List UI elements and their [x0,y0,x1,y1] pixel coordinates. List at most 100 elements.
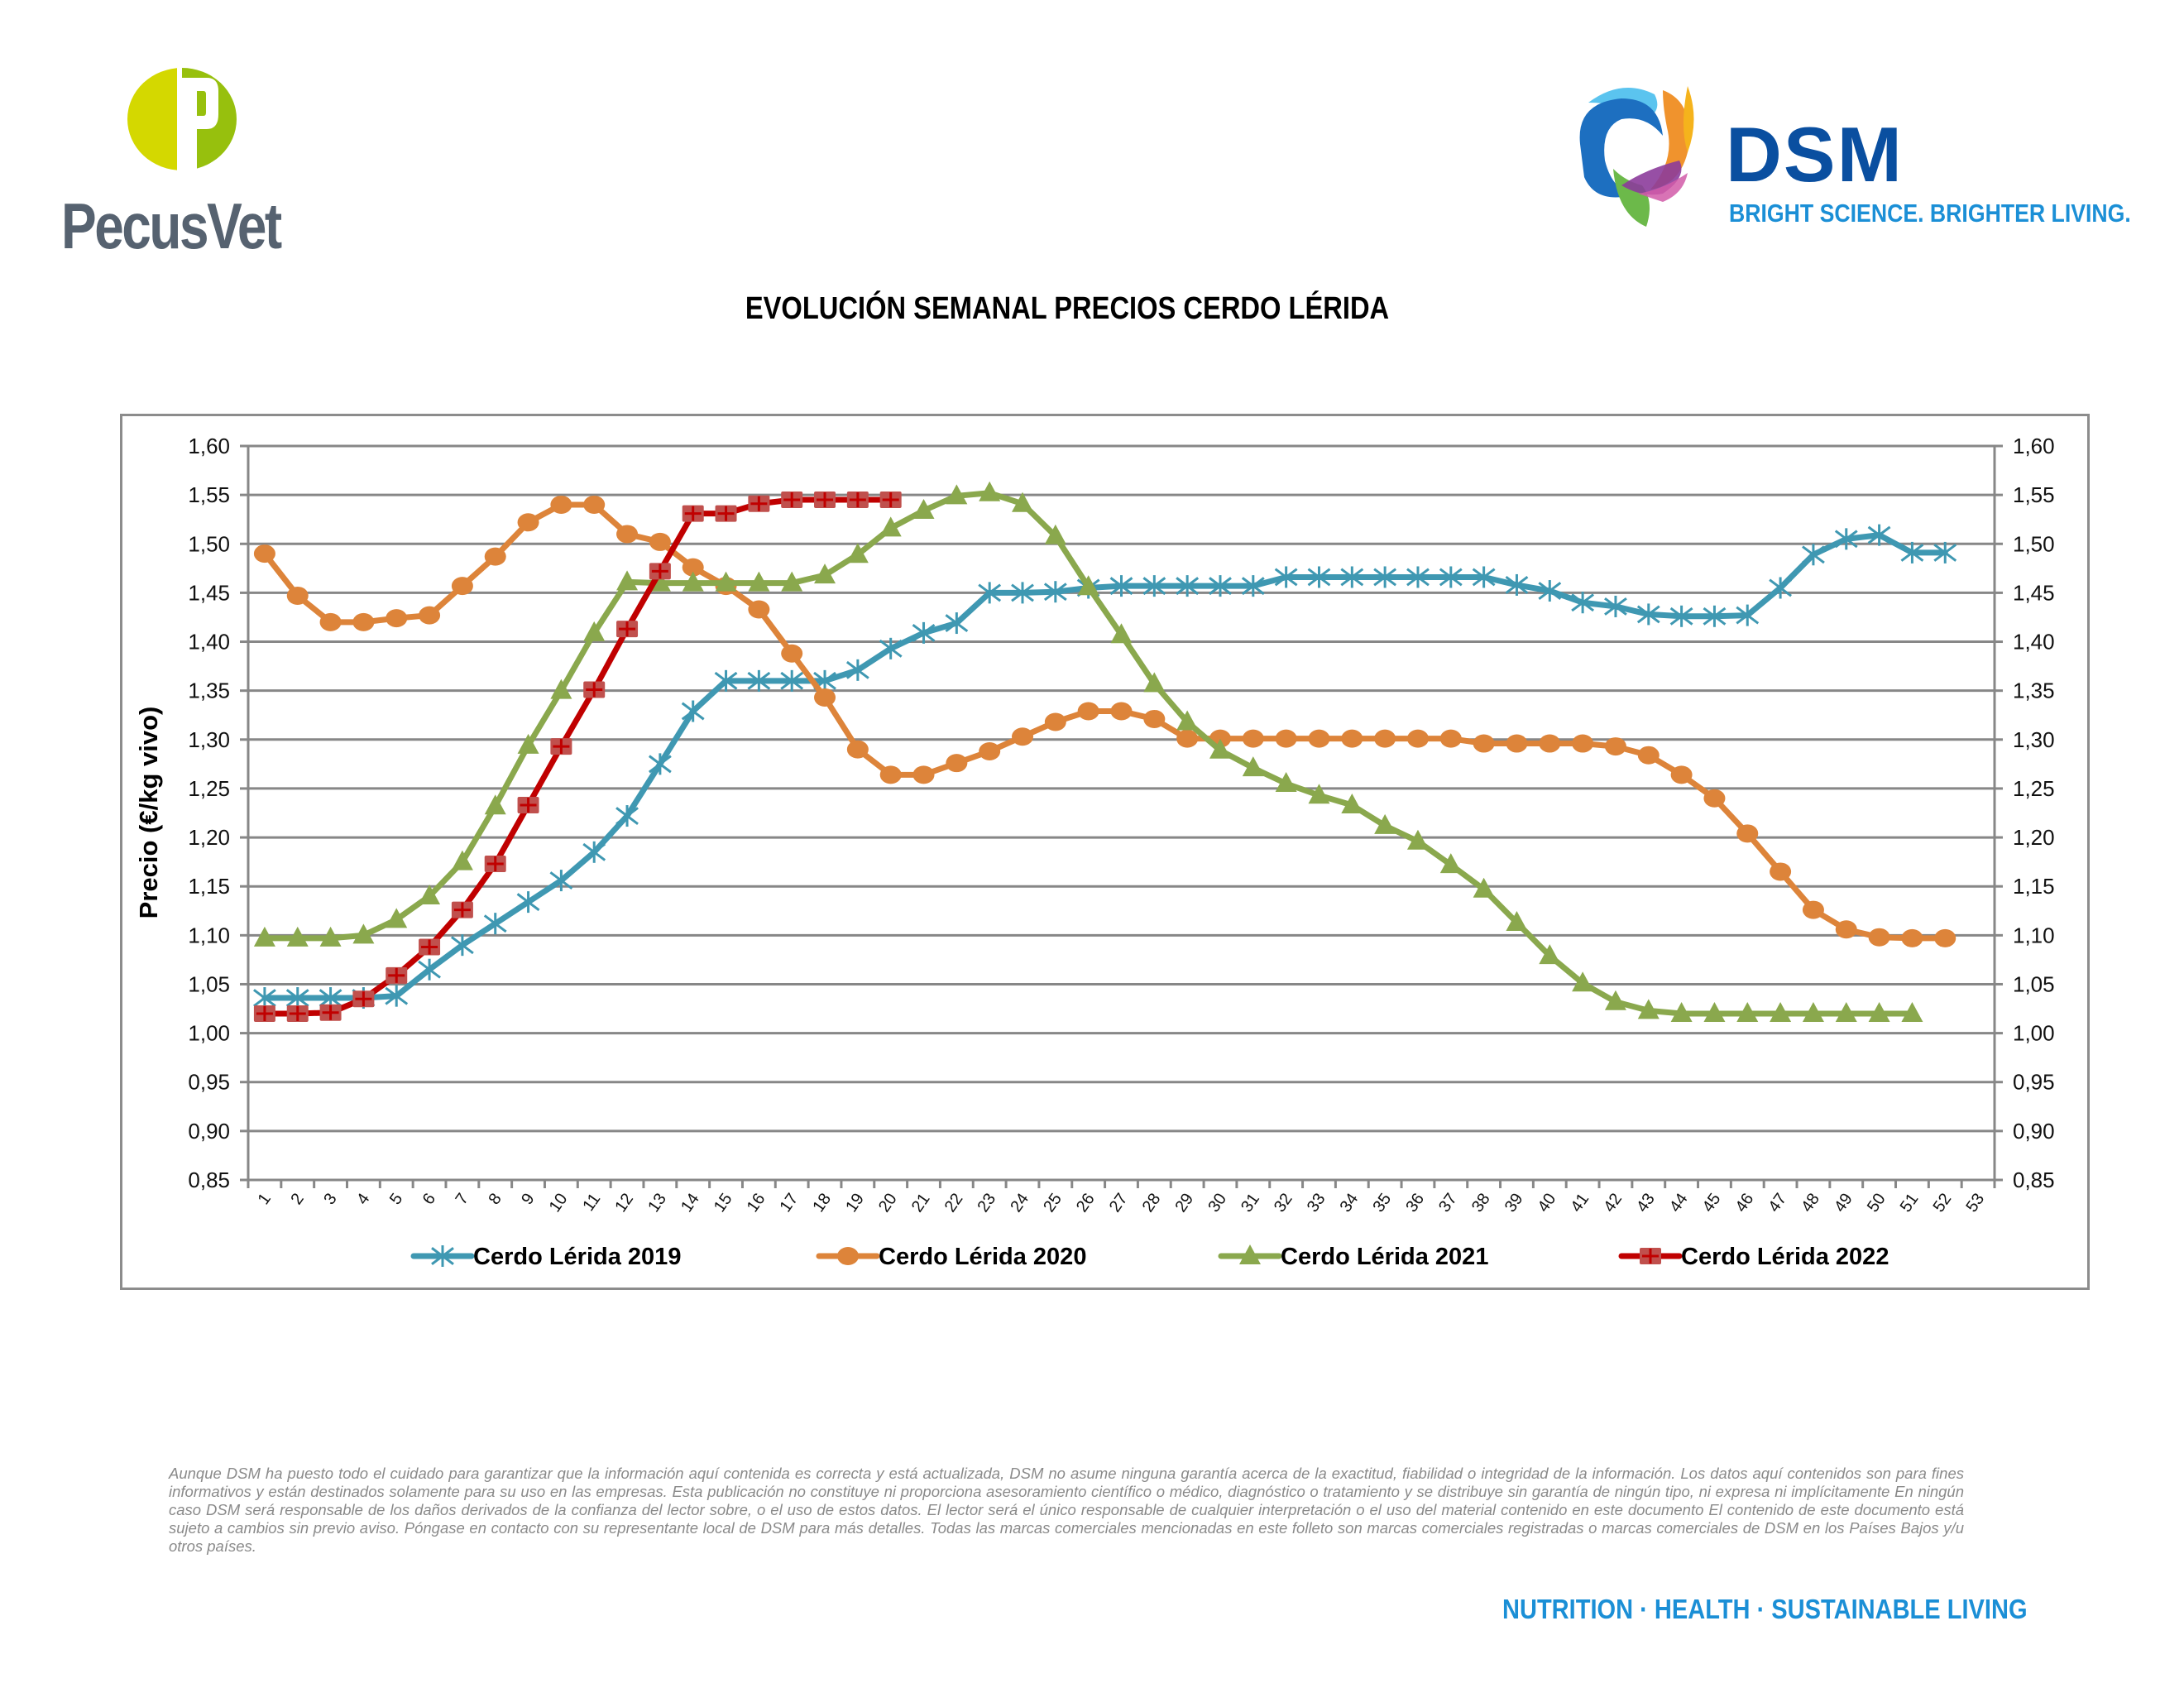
disclaimer-text: Aunque DSM ha puesto todo el cuidado par… [169,1465,1964,1555]
y-tick-label-left: 1,40 [188,630,230,655]
legend-item: Cerdo Lérida 2020 [816,1244,1086,1270]
marker-shape [1539,944,1561,965]
marker-shape [1473,877,1495,898]
data-point [1308,784,1330,804]
y-tick-label-left: 1,55 [188,482,230,507]
marker-shape [583,621,606,641]
marker-shape [1239,1244,1261,1264]
marker-shape [879,765,902,784]
data-point [1637,746,1660,765]
dsm-logo-text: DSM [1726,111,1904,198]
marker-shape [1868,928,1890,947]
data-point [286,926,309,947]
data-point [846,543,869,563]
gridlines [248,444,1995,1182]
x-tick-label: 8 [485,1190,505,1208]
data-point [1472,566,1496,588]
data-point [517,513,539,532]
data-point [352,612,375,631]
marker-shape [649,532,671,551]
marker-shape [814,563,836,584]
y-tick-label-right: 0,85 [2013,1168,2055,1192]
dsm-logo-icon [1579,86,1694,227]
y-tick-label-left: 0,90 [188,1119,230,1144]
marker-shape [1406,729,1429,748]
data-point [516,891,540,914]
data-point [484,794,506,815]
data-point [1637,999,1660,1019]
marker-shape [1506,734,1528,753]
x-tick-label: 30 [1205,1190,1230,1216]
legend-label: Cerdo Lérida 2019 [473,1244,681,1270]
y-tick-label-right: 1,50 [2013,531,2055,556]
marker-shape [1901,1001,1923,1022]
y-tick-label-left: 1,50 [188,531,230,556]
marker-shape [1077,702,1099,721]
data-point [978,582,1002,604]
data-point [1868,1001,1890,1022]
data-point [846,492,869,509]
legend-label: Cerdo Lérida 2021 [1281,1244,1488,1270]
data-point [1307,566,1331,588]
data-point [1901,928,1923,947]
marker-shape [1374,729,1396,748]
x-tick-label: 49 [1831,1190,1856,1216]
data-point [1044,712,1066,731]
marker-shape [1770,862,1792,881]
data-point [912,499,935,520]
y-tick-label-right: 1,10 [2013,923,2055,947]
data-point [780,669,804,692]
marker-shape [837,1247,859,1265]
data-point [781,571,803,592]
x-tick-label: 37 [1435,1190,1461,1216]
data-point [747,669,771,692]
y-tick-label-left: 1,10 [188,923,230,947]
data-point [1374,813,1396,834]
data-point [748,600,770,619]
y-tick-label-right: 1,35 [2013,679,2055,703]
series-layer [253,481,1957,1022]
marker-shape [1341,794,1363,814]
data-point [1143,709,1166,728]
data-point [1275,772,1297,793]
data-point [1571,592,1595,614]
marker-shape [484,547,506,566]
x-tick-label: 29 [1171,1190,1197,1216]
pecusvet-logo-icon [127,68,237,172]
data-point [1670,1001,1693,1022]
data-point [1835,1001,1857,1022]
x-tick-label: 51 [1897,1190,1923,1216]
data-point [1506,734,1528,753]
data-point [1604,990,1626,1010]
legend-marker-icon [1239,1244,1261,1264]
marker-shape [1539,734,1561,753]
data-point [1044,524,1066,544]
marker-shape [979,741,1001,760]
x-tick-label: 2 [287,1190,307,1208]
data-point [451,850,473,870]
marker-shape [946,754,968,773]
data-point [418,958,441,981]
x-tick-label: 14 [678,1190,703,1216]
marker-shape [319,612,342,631]
marker-shape [912,499,935,520]
y-tick-label-left: 1,15 [188,874,230,899]
marker-shape [682,558,704,577]
x-tick-label: 17 [777,1190,802,1216]
data-point [682,571,704,592]
marker-shape [253,544,275,563]
y-tick-label-right: 1,25 [2013,776,2055,801]
legend-item: Cerdo Lérida 2022 [1618,1244,1889,1270]
x-tick-label: 32 [1271,1190,1296,1216]
data-point [748,571,770,592]
marker-shape [386,609,408,628]
marker-shape [1275,729,1297,748]
data-point [1669,605,1693,627]
marker-shape [748,571,770,592]
x-tick-label: 46 [1732,1190,1758,1216]
marker-shape [946,484,968,505]
data-point [583,621,606,641]
data-point [385,985,409,1007]
marker-shape [1604,990,1626,1010]
data-point [814,563,836,584]
